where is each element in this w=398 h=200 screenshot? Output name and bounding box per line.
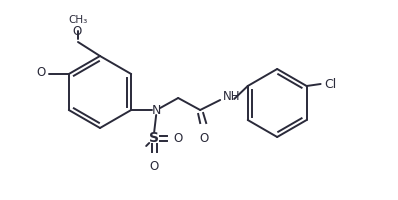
Text: N: N <box>152 104 161 116</box>
Text: O: O <box>199 132 209 145</box>
Text: NH: NH <box>223 90 241 104</box>
Text: Cl: Cl <box>325 77 337 90</box>
Text: CH₃: CH₃ <box>68 15 88 25</box>
Text: O: O <box>173 132 182 144</box>
Text: O: O <box>72 25 82 38</box>
Text: O: O <box>37 66 46 79</box>
Text: O: O <box>150 160 159 173</box>
Text: S: S <box>149 131 159 145</box>
